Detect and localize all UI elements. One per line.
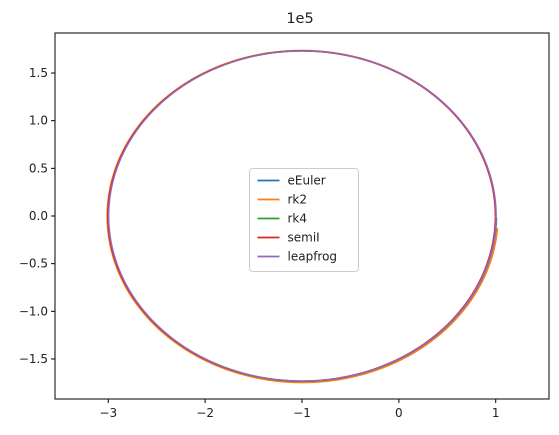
series-group bbox=[106, 49, 499, 384]
legend-label-rk2: rk2 bbox=[288, 193, 308, 207]
legend-label-semii: semiI bbox=[288, 231, 320, 245]
y-tick-label: −1.5 bbox=[19, 352, 48, 366]
legend-label-rk4: rk4 bbox=[288, 212, 308, 226]
plot-area: −3 −2 −1 0 1 −1.5 −1.0 −0.5 0.0 0.5 1.0 1.5 eEuler… bbox=[19, 32, 550, 420]
x-axis: −3 −2 −1 0 1 bbox=[99, 399, 500, 420]
legend-label-leapfrog: leapfrog bbox=[288, 250, 338, 264]
x-tick-label: −1 bbox=[293, 406, 311, 420]
x-tick-label: −3 bbox=[99, 406, 117, 420]
legend: eEuler rk2 rk4 semiI leapfrog bbox=[249, 168, 359, 272]
series-line-leapfrog bbox=[107, 50, 497, 382]
y-axis: −1.5 −1.0 −0.5 0.0 0.5 1.0 1.5 bbox=[19, 66, 55, 366]
y-tick-label: −1.0 bbox=[19, 304, 48, 318]
y-tick-label: −0.5 bbox=[19, 257, 48, 271]
legend-box bbox=[249, 168, 359, 272]
y-tick-label: 1.5 bbox=[29, 66, 48, 80]
y-tick-label: 0.0 bbox=[29, 209, 48, 223]
chart-title: 1e5 bbox=[286, 11, 313, 27]
legend-label-eeuler: eEuler bbox=[288, 174, 326, 188]
x-tick-label: 1 bbox=[492, 406, 500, 420]
x-tick-label: 0 bbox=[395, 406, 403, 420]
y-tick-label: 0.5 bbox=[29, 161, 48, 175]
y-tick-label: 1.0 bbox=[29, 114, 48, 128]
x-tick-label: −2 bbox=[196, 406, 214, 420]
